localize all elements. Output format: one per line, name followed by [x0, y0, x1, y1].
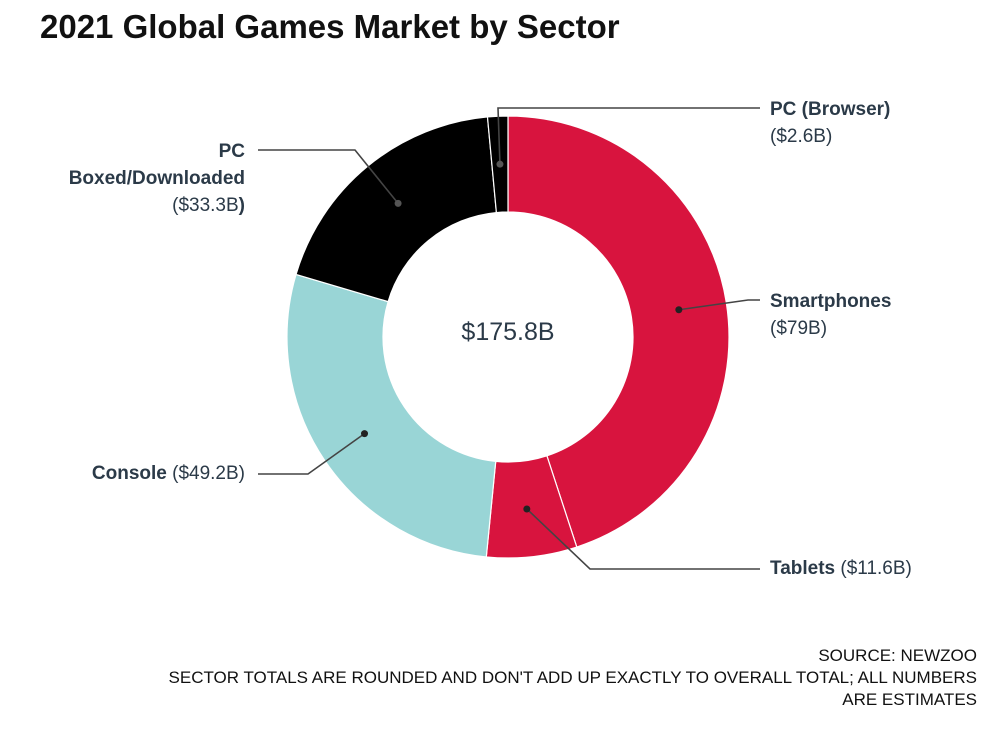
leader-dot-smartphones	[675, 306, 683, 314]
label-pc-boxed-name-1: PC	[218, 141, 245, 162]
label-pc-boxed: PC Boxed/Downloaded ($33.3B)	[69, 138, 245, 219]
label-smartphones: Smartphones ($79B)	[770, 288, 891, 342]
leader-dot-pc-browser	[496, 160, 504, 168]
leader-line-pc-boxed	[258, 149, 399, 204]
leader-line-pc-browser	[497, 107, 760, 165]
footer-note-line2: ARE ESTIMATES	[842, 690, 977, 709]
leader-dot-console	[361, 430, 369, 438]
label-pc-boxed-value: ($33.3B	[172, 195, 239, 216]
slice-console	[286, 273, 497, 558]
label-tablets-name: Tablets	[770, 558, 836, 579]
footer-note-line1: SECTOR TOTALS ARE ROUNDED AND DON'T ADD …	[168, 668, 977, 687]
chart-title: 2021 Global Games Market by Sector	[40, 8, 620, 45]
label-tablets: Tablets ($11.6B)	[770, 555, 912, 582]
leader-dot-pc-boxed	[394, 199, 402, 207]
slice-smartphones	[507, 115, 730, 548]
label-pc-browser-value: ($2.6B)	[770, 126, 833, 147]
label-smartphones-value: ($79B)	[770, 318, 828, 339]
label-console-value: ($49.2B)	[172, 463, 245, 484]
label-console: Console ($49.2B)	[92, 460, 245, 487]
label-pc-browser: PC (Browser) ($2.6B)	[770, 96, 890, 150]
slice-pc-boxed	[295, 116, 498, 303]
total-value: $175.8B	[461, 318, 555, 346]
footer-source: SOURCE: NEWZOO	[818, 646, 977, 665]
footer-notes: SOURCE: NEWZOO SECTOR TOTALS ARE ROUNDED…	[169, 645, 977, 711]
leader-dot-tablets	[523, 505, 531, 513]
label-pc-boxed-value-close: )	[238, 195, 245, 216]
leader-line-tablets	[526, 508, 760, 570]
leader-line-console	[258, 432, 365, 475]
label-console-name: Console	[91, 463, 167, 484]
label-pc-boxed-name-2: Boxed/Downloaded	[68, 168, 245, 189]
label-tablets-value: ($11.6B)	[840, 558, 912, 579]
leader-line-smartphones	[678, 299, 760, 311]
label-smartphones-name: Smartphones	[770, 291, 892, 312]
label-pc-browser-name: PC (Browser)	[770, 99, 891, 120]
